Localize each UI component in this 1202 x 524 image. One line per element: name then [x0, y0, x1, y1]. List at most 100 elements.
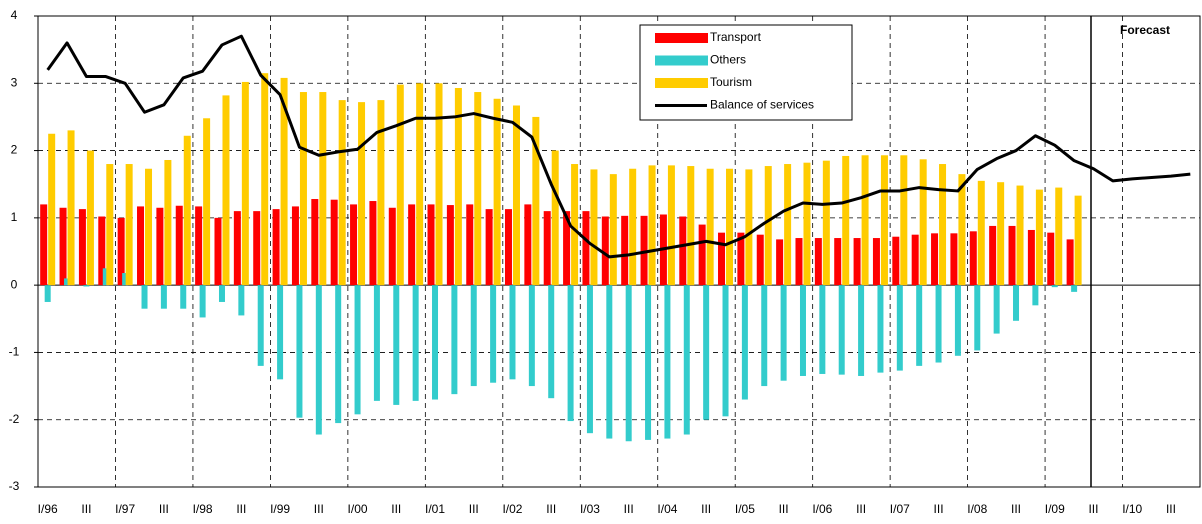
bar	[756, 234, 764, 286]
bar	[892, 236, 900, 286]
bar	[648, 165, 656, 286]
x-tick-label: III	[391, 502, 401, 516]
bar	[722, 285, 729, 417]
bar	[877, 285, 884, 373]
x-tick-label: I/01	[425, 502, 445, 516]
bar	[396, 84, 404, 286]
bar	[706, 168, 714, 286]
bar	[122, 273, 129, 286]
bar	[102, 268, 109, 286]
bar	[180, 285, 187, 309]
bar	[764, 166, 772, 286]
x-tick-label: III	[469, 502, 479, 516]
bar	[900, 155, 908, 286]
bar	[261, 73, 269, 286]
x-tick-label: I/99	[270, 502, 290, 516]
bar	[504, 209, 512, 286]
x-tick-label: I/03	[580, 502, 600, 516]
x-tick-label: III	[159, 502, 169, 516]
bar	[629, 168, 637, 286]
bar	[48, 133, 56, 286]
bar	[853, 238, 861, 286]
bar	[842, 155, 850, 286]
x-tick-label: III	[624, 502, 634, 516]
bar	[474, 92, 482, 286]
bar	[160, 285, 167, 309]
legend: Transport Others Tourism Balance of service…	[639, 24, 853, 121]
bar	[315, 285, 322, 435]
y-tick-label: -1	[9, 345, 20, 359]
bar	[880, 155, 888, 286]
bar	[435, 83, 443, 286]
bar	[238, 285, 245, 316]
bar	[745, 169, 753, 286]
legend-label: Others	[710, 53, 746, 67]
y-tick-label: 3	[11, 75, 18, 89]
x-tick-label: III	[934, 502, 944, 516]
bar	[683, 285, 690, 435]
bar	[950, 233, 958, 286]
bar	[218, 285, 225, 302]
bar	[974, 285, 981, 351]
bar	[253, 211, 261, 286]
bar	[761, 285, 768, 387]
bar	[296, 285, 303, 418]
bar	[567, 285, 574, 422]
bar	[416, 83, 424, 286]
legend-swatch	[655, 55, 708, 66]
bar	[1051, 285, 1058, 288]
x-tick-label: I/06	[812, 502, 832, 516]
bar	[199, 285, 206, 318]
bar	[718, 232, 726, 286]
plot-frame	[37, 15, 1201, 488]
x-tick-label: I/04	[657, 502, 677, 516]
bar	[687, 166, 695, 286]
bar	[280, 77, 288, 286]
bar	[679, 216, 687, 286]
x-tick-label: III	[81, 502, 91, 516]
x-tick-label: III	[701, 502, 711, 516]
bar	[272, 209, 280, 286]
bar	[993, 285, 1000, 334]
bar	[858, 285, 865, 376]
bar	[954, 285, 961, 356]
bar	[543, 211, 551, 286]
bar	[145, 168, 153, 286]
bar	[408, 204, 416, 286]
bar	[896, 285, 903, 371]
bar	[350, 204, 358, 286]
bar	[466, 204, 474, 286]
bar	[919, 159, 927, 286]
bar	[819, 285, 826, 374]
y-tick-label: 1	[11, 210, 18, 224]
bar	[222, 95, 230, 286]
bar	[125, 164, 133, 286]
bar	[277, 285, 284, 380]
bar	[528, 285, 535, 387]
bar	[141, 285, 148, 309]
bar	[834, 238, 842, 286]
bar	[563, 211, 571, 286]
bar	[548, 285, 555, 399]
bar	[703, 285, 710, 420]
bar	[741, 285, 748, 400]
x-tick-label: III	[546, 502, 556, 516]
bar	[412, 285, 419, 401]
x-tick-label: III	[1166, 502, 1176, 516]
bar	[44, 285, 51, 302]
legend-label: Balance of services	[710, 98, 814, 112]
bar	[509, 285, 516, 380]
bar	[369, 201, 377, 286]
bar	[640, 215, 648, 286]
bar	[776, 239, 784, 286]
bar	[601, 216, 609, 286]
bar	[195, 206, 203, 286]
bar	[667, 165, 675, 286]
bar	[59, 207, 67, 286]
bar	[427, 204, 435, 286]
bar	[935, 285, 942, 363]
bar	[233, 211, 241, 286]
bar	[609, 174, 617, 286]
bar	[156, 207, 164, 286]
